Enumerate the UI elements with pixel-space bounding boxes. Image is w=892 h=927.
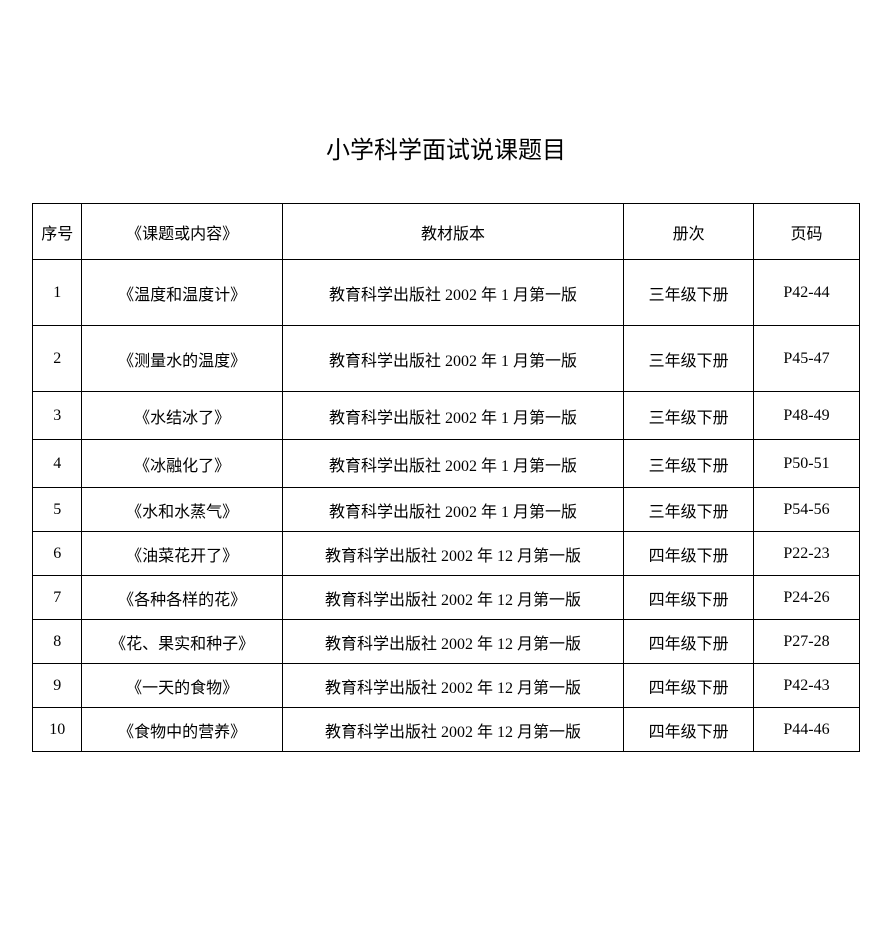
cell-volume: 三年级下册 — [624, 326, 754, 392]
cell-page: P42-44 — [753, 260, 859, 326]
page-title: 小学科学面试说课题目 — [32, 130, 860, 165]
cell-seq: 8 — [33, 620, 82, 664]
cell-publisher: 教育科学出版社 2002 年 1 月第一版 — [282, 326, 624, 392]
cell-publisher: 教育科学出版社 2002 年 1 月第一版 — [282, 440, 624, 488]
cell-publisher: 教育科学出版社 2002 年 12 月第一版 — [282, 576, 624, 620]
table-header: 序号《课题或内容》教材版本册次页码 — [33, 204, 860, 260]
cell-page: P22-23 — [753, 532, 859, 576]
cell-volume: 四年级下册 — [624, 532, 754, 576]
table-body: 1《温度和温度计》教育科学出版社 2002 年 1 月第一版三年级下册P42-4… — [33, 260, 860, 752]
topics-table: 序号《课题或内容》教材版本册次页码 1《温度和温度计》教育科学出版社 2002 … — [32, 203, 860, 752]
cell-publisher: 教育科学出版社 2002 年 1 月第一版 — [282, 392, 624, 440]
cell-topic: 《测量水的温度》 — [82, 326, 282, 392]
col-header-3: 册次 — [624, 204, 754, 260]
cell-seq: 5 — [33, 488, 82, 532]
cell-topic: 《温度和温度计》 — [82, 260, 282, 326]
cell-volume: 四年级下册 — [624, 576, 754, 620]
cell-seq: 9 — [33, 664, 82, 708]
table-row: 4《冰融化了》教育科学出版社 2002 年 1 月第一版三年级下册P50-51 — [33, 440, 860, 488]
cell-topic: 《水和水蒸气》 — [82, 488, 282, 532]
cell-page: P50-51 — [753, 440, 859, 488]
cell-topic: 《水结冰了》 — [82, 392, 282, 440]
cell-seq: 6 — [33, 532, 82, 576]
cell-publisher: 教育科学出版社 2002 年 12 月第一版 — [282, 708, 624, 752]
table-row: 10《食物中的营养》教育科学出版社 2002 年 12 月第一版四年级下册P44… — [33, 708, 860, 752]
cell-volume: 四年级下册 — [624, 664, 754, 708]
cell-seq: 3 — [33, 392, 82, 440]
cell-seq: 2 — [33, 326, 82, 392]
cell-seq: 4 — [33, 440, 82, 488]
cell-volume: 三年级下册 — [624, 488, 754, 532]
table-row: 7《各种各样的花》教育科学出版社 2002 年 12 月第一版四年级下册P24-… — [33, 576, 860, 620]
cell-page: P54-56 — [753, 488, 859, 532]
cell-page: P27-28 — [753, 620, 859, 664]
cell-page: P45-47 — [753, 326, 859, 392]
cell-volume: 三年级下册 — [624, 392, 754, 440]
cell-volume: 三年级下册 — [624, 260, 754, 326]
table-header-row: 序号《课题或内容》教材版本册次页码 — [33, 204, 860, 260]
col-header-2: 教材版本 — [282, 204, 624, 260]
cell-topic: 《油菜花开了》 — [82, 532, 282, 576]
cell-volume: 四年级下册 — [624, 708, 754, 752]
cell-topic: 《食物中的营养》 — [82, 708, 282, 752]
col-header-0: 序号 — [33, 204, 82, 260]
cell-page: P24-26 — [753, 576, 859, 620]
table-row: 5《水和水蒸气》教育科学出版社 2002 年 1 月第一版三年级下册P54-56 — [33, 488, 860, 532]
cell-volume: 三年级下册 — [624, 440, 754, 488]
cell-topic: 《各种各样的花》 — [82, 576, 282, 620]
col-header-1: 《课题或内容》 — [82, 204, 282, 260]
cell-publisher: 教育科学出版社 2002 年 1 月第一版 — [282, 488, 624, 532]
cell-publisher: 教育科学出版社 2002 年 12 月第一版 — [282, 664, 624, 708]
col-header-4: 页码 — [753, 204, 859, 260]
cell-topic: 《冰融化了》 — [82, 440, 282, 488]
table-row: 2《测量水的温度》教育科学出版社 2002 年 1 月第一版三年级下册P45-4… — [33, 326, 860, 392]
cell-page: P42-43 — [753, 664, 859, 708]
cell-page: P48-49 — [753, 392, 859, 440]
table-row: 8《花、果实和种子》教育科学出版社 2002 年 12 月第一版四年级下册P27… — [33, 620, 860, 664]
cell-topic: 《一天的食物》 — [82, 664, 282, 708]
cell-publisher: 教育科学出版社 2002 年 12 月第一版 — [282, 532, 624, 576]
cell-seq: 7 — [33, 576, 82, 620]
table-row: 3《水结冰了》教育科学出版社 2002 年 1 月第一版三年级下册P48-49 — [33, 392, 860, 440]
cell-seq: 1 — [33, 260, 82, 326]
cell-seq: 10 — [33, 708, 82, 752]
cell-page: P44-46 — [753, 708, 859, 752]
cell-topic: 《花、果实和种子》 — [82, 620, 282, 664]
table-row: 6《油菜花开了》教育科学出版社 2002 年 12 月第一版四年级下册P22-2… — [33, 532, 860, 576]
cell-publisher: 教育科学出版社 2002 年 1 月第一版 — [282, 260, 624, 326]
table-row: 9《一天的食物》教育科学出版社 2002 年 12 月第一版四年级下册P42-4… — [33, 664, 860, 708]
cell-publisher: 教育科学出版社 2002 年 12 月第一版 — [282, 620, 624, 664]
cell-volume: 四年级下册 — [624, 620, 754, 664]
table-row: 1《温度和温度计》教育科学出版社 2002 年 1 月第一版三年级下册P42-4… — [33, 260, 860, 326]
